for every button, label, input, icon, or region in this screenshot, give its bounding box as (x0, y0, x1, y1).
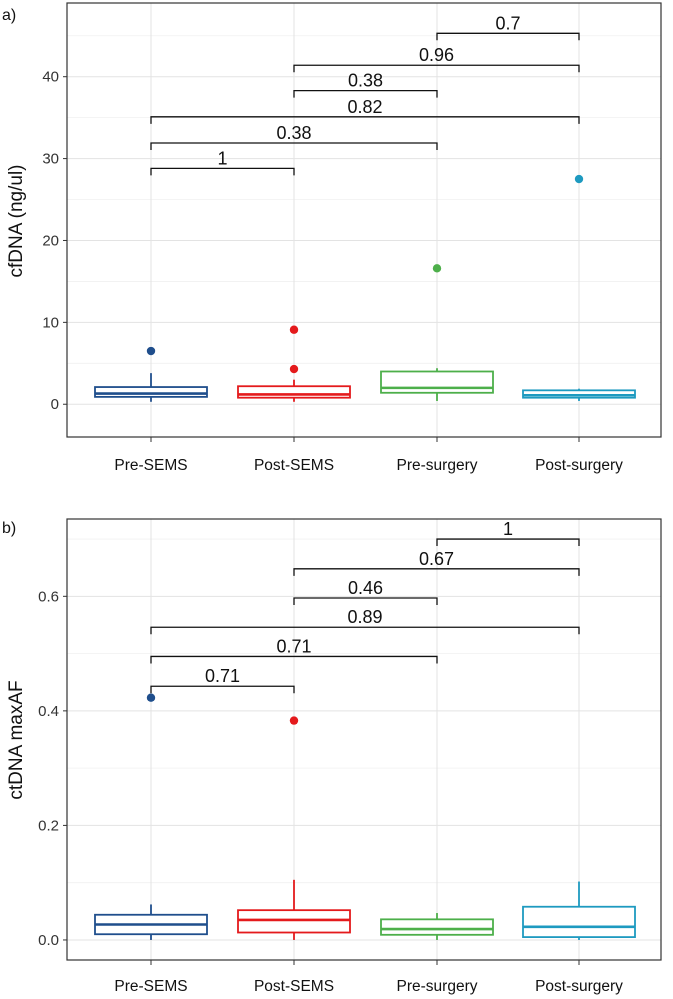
panel-label: b) (2, 520, 16, 537)
outlier-point (146, 693, 156, 702)
p-value-label: 0.82 (347, 97, 382, 117)
outlier-point (146, 346, 156, 356)
outlier-point (289, 364, 299, 374)
p-value-label: 1 (217, 148, 227, 168)
y-axis-title: cfDNA (ng/ul) (6, 165, 27, 278)
box-pre-sems (94, 693, 208, 940)
outlier-point (289, 325, 299, 334)
bracket-line (150, 142, 438, 151)
box-iqr (522, 905, 636, 938)
p-value-label: 0.38 (348, 71, 383, 91)
box-iqr (380, 918, 494, 936)
x-tick-label: Pre-surgery (397, 457, 478, 474)
comparison-bracket: 0.7 (436, 13, 580, 41)
y-tick-label: 0.0 (38, 932, 59, 949)
y-tick-label: 0 (51, 396, 59, 413)
box-iqr (237, 385, 351, 399)
x-tick-label: Post-SEMS (254, 978, 334, 995)
comparison-bracket: 0.67 (293, 549, 580, 576)
bracket-line (436, 538, 580, 547)
comparison-bracket: 0.82 (150, 97, 580, 124)
panel-border (66, 518, 662, 961)
outlier-point (432, 264, 442, 273)
bracket-line (150, 655, 438, 664)
comparison-bracket: 0.38 (150, 123, 438, 151)
y-tick-label: 0.6 (38, 588, 59, 605)
box-pre-sems (94, 346, 208, 402)
chart-panel-b: 0.0 0.2 0.4 0.6 Pre-SEMS Post-SEMS Pre-surgery… (2, 518, 662, 995)
y-axis-title: ctDNA maxAF (6, 680, 27, 799)
bracket-line (293, 64, 580, 73)
outlier-point (574, 174, 584, 184)
comparison-bracket: 0.38 (293, 71, 438, 98)
x-tick-label: Pre-SEMS (114, 978, 187, 995)
comparison-bracket: 0.71 (150, 636, 438, 664)
bracket-line (293, 568, 580, 576)
outlier-point (289, 716, 299, 725)
x-tick-label: Post-SEMS (254, 457, 334, 474)
box-post-surgery (522, 881, 636, 940)
x-tick-label: Post-surgery (535, 978, 623, 995)
bracket-line (436, 32, 580, 41)
p-value-label: 0.96 (419, 45, 454, 65)
x-tick-label: Pre-surgery (397, 978, 478, 995)
p-value-label: 0.67 (419, 549, 454, 569)
box-iqr (380, 370, 494, 394)
y-tick-label: 20 (42, 232, 59, 249)
box-iqr (237, 909, 351, 934)
x-tick-label: Pre-SEMS (114, 457, 187, 474)
p-value-label: 0.89 (347, 607, 382, 627)
panel-border (66, 2, 662, 438)
y-tick-label: 40 (42, 69, 59, 86)
box-post-sems (237, 716, 351, 940)
x-tick-label: Post-surgery (535, 457, 623, 474)
box-post-sems (237, 325, 351, 402)
bracket-line (293, 597, 438, 606)
comparison-bracket: 0.96 (293, 45, 580, 73)
box-pre-surgery (380, 913, 494, 940)
p-value-label: 0.38 (276, 123, 311, 143)
p-value-label: 0.71 (205, 666, 240, 686)
bracket-line (293, 89, 438, 98)
y-tick-label: 0.4 (38, 703, 59, 720)
plot-background (67, 519, 661, 960)
bracket-line (150, 685, 295, 694)
bracket-line (150, 116, 580, 124)
comparison-bracket: 0.71 (150, 666, 295, 694)
p-value-label: 1 (503, 519, 513, 539)
p-value-label: 0.71 (276, 636, 311, 656)
y-tick-label: 10 (42, 314, 59, 331)
y-tick-label: 30 (42, 151, 59, 168)
p-value-label: 0.7 (495, 13, 520, 33)
bracket-line (150, 626, 580, 635)
comparison-bracket: 1 (436, 519, 580, 547)
box-post-surgery (522, 174, 636, 401)
chart-panel-a: 0 10 20 30 40 Pre-SEMS Post-SEMS Pre-surgery Pos… (2, 2, 662, 474)
comparison-bracket: 1 (150, 148, 295, 176)
bracket-line (150, 167, 295, 176)
box-pre-surgery (380, 264, 494, 401)
comparison-bracket: 0.89 (150, 607, 580, 635)
panel-label: a) (2, 7, 16, 24)
p-value-label: 0.46 (348, 578, 383, 598)
box-iqr (94, 386, 208, 398)
comparison-bracket: 0.46 (293, 578, 438, 606)
y-tick-label: 0.2 (38, 817, 59, 834)
plot-background (67, 3, 661, 437)
